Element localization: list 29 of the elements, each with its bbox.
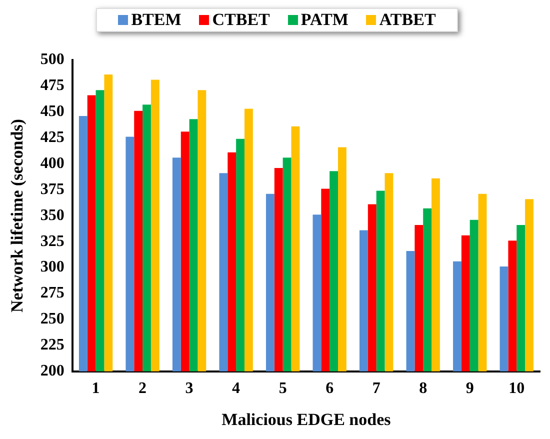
x-tick-label: 5	[278, 380, 287, 398]
legend-label: PATM	[300, 10, 348, 29]
y-tick-label: 500	[40, 51, 64, 68]
y-tick-label: 250	[40, 310, 64, 328]
y-axis-title: Network lifetime (seconds)	[8, 118, 27, 312]
x-tick-label: 1	[92, 380, 100, 398]
y-tick-label: 475	[40, 77, 64, 94]
y-tick-label: 225	[40, 336, 64, 354]
x-tick-label: 3	[185, 380, 194, 398]
x-tick-label: 10	[508, 380, 525, 398]
y-tick-label: 325	[40, 232, 64, 250]
y-tick-label: 400	[40, 154, 64, 172]
x-tick-label: 4	[232, 380, 240, 398]
y-tick-label: 425	[40, 128, 64, 146]
x-tick-label: 8	[419, 380, 428, 398]
legend-label: CTBET	[212, 10, 270, 29]
x-tick-label: 7	[372, 380, 380, 398]
y-tick-label: 275	[40, 284, 64, 302]
y-tick-label: 450	[40, 103, 64, 120]
y-tick-label: 300	[40, 258, 64, 276]
y-tick-label: 350	[40, 206, 64, 224]
y-tick-label: 375	[40, 180, 64, 198]
x-tick-label: 2	[138, 380, 147, 398]
legend-label: BTEM	[131, 10, 182, 29]
y-tick-label: 200	[40, 362, 64, 380]
legend-label: ATBET	[379, 10, 436, 29]
x-tick-label: 9	[466, 380, 474, 398]
x-axis-title: Malicious EDGE nodes	[222, 410, 392, 430]
x-tick-label: 6	[326, 380, 334, 398]
